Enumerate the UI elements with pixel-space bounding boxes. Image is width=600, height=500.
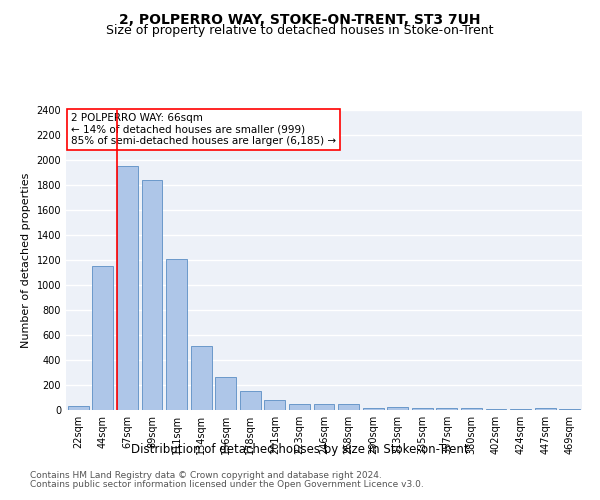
Bar [265, 400, 286, 410]
Bar [314, 404, 334, 410]
Text: Distribution of detached houses by size in Stoke-on-Trent: Distribution of detached houses by size … [131, 442, 469, 456]
Bar [362, 408, 383, 410]
Bar [117, 166, 138, 410]
Bar [68, 406, 89, 410]
Text: 2 POLPERRO WAY: 66sqm
← 14% of detached houses are smaller (999)
85% of semi-det: 2 POLPERRO WAY: 66sqm ← 14% of detached … [71, 113, 336, 146]
Bar [412, 408, 433, 410]
Bar [92, 266, 113, 410]
Bar [289, 404, 310, 410]
Bar [461, 408, 482, 410]
Bar [240, 390, 261, 410]
Bar [338, 404, 359, 410]
Text: Size of property relative to detached houses in Stoke-on-Trent: Size of property relative to detached ho… [106, 24, 494, 37]
Text: 2, POLPERRO WAY, STOKE-ON-TRENT, ST3 7UH: 2, POLPERRO WAY, STOKE-ON-TRENT, ST3 7UH [119, 12, 481, 26]
Y-axis label: Number of detached properties: Number of detached properties [21, 172, 31, 348]
Bar [436, 408, 457, 410]
Bar [215, 377, 236, 410]
Text: Contains HM Land Registry data © Crown copyright and database right 2024.: Contains HM Land Registry data © Crown c… [30, 471, 382, 480]
Bar [191, 346, 212, 410]
Bar [142, 180, 163, 410]
Bar [535, 408, 556, 410]
Bar [387, 407, 408, 410]
Bar [166, 259, 187, 410]
Text: Contains public sector information licensed under the Open Government Licence v3: Contains public sector information licen… [30, 480, 424, 489]
